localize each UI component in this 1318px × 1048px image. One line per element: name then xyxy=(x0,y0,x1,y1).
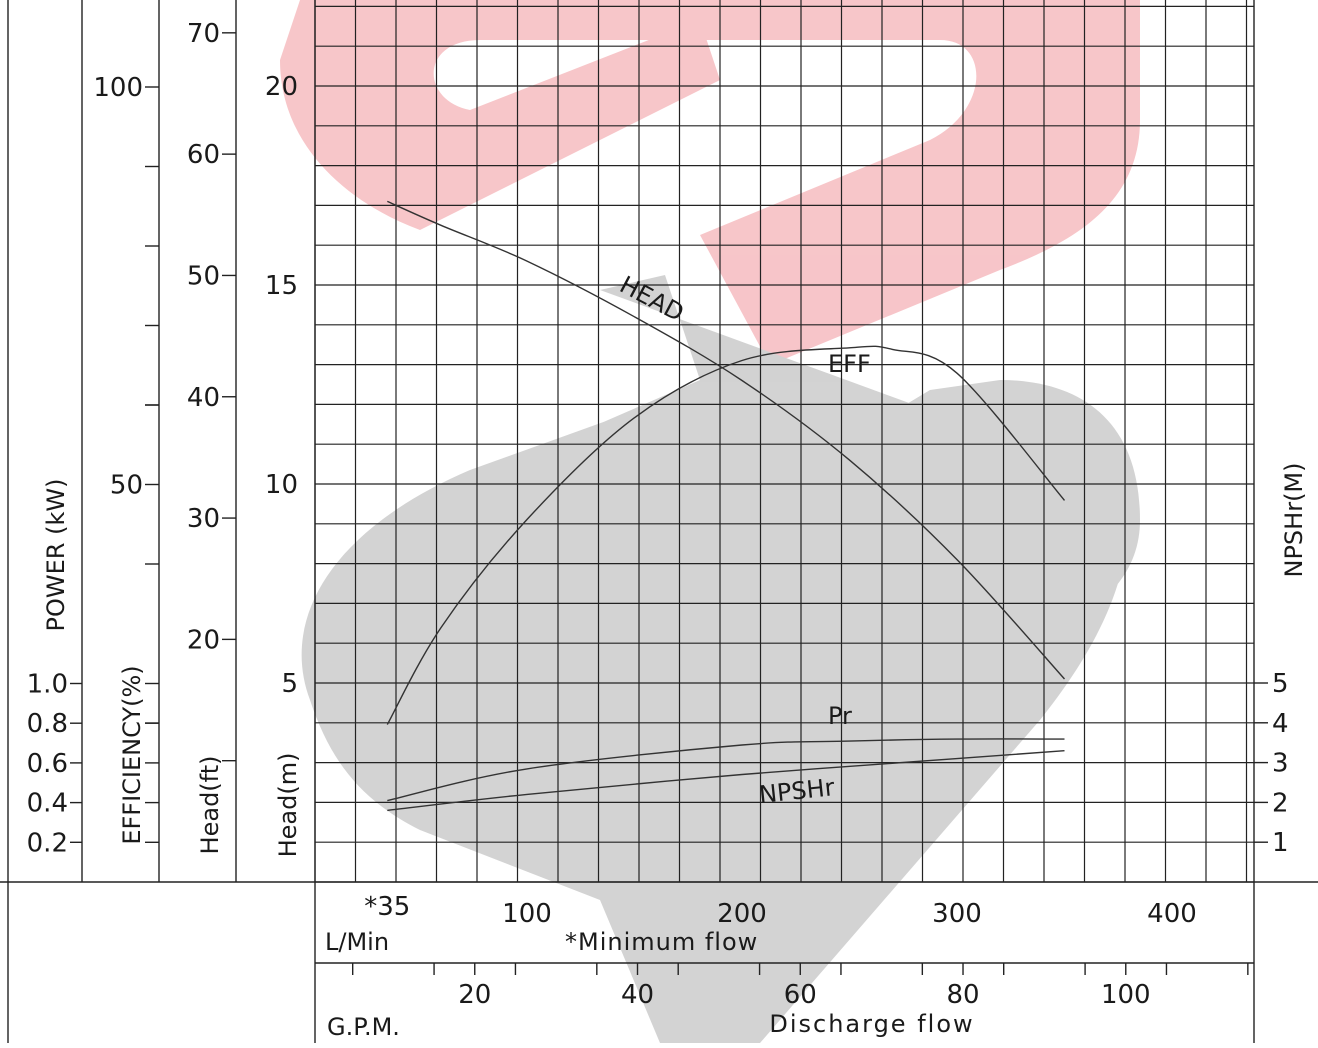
minimum-flow-note: *Minimum flow xyxy=(565,928,758,956)
npshr-tick-label: 4 xyxy=(1272,709,1289,739)
flow-gpm-tick-label: 60 xyxy=(784,980,817,1010)
chart-curves xyxy=(386,200,1066,812)
watermark-red-shape xyxy=(280,0,1140,365)
npshr-tick-label: 2 xyxy=(1272,788,1289,818)
chart-grid xyxy=(314,0,1254,883)
flow-gpm-tick-label: 40 xyxy=(621,980,654,1010)
flow-lpm-tick-label: 300 xyxy=(932,899,982,929)
power-tick-label: 1.0 xyxy=(27,670,68,700)
npshr-tick-label: 1 xyxy=(1272,828,1289,858)
efficiency-axis-title: EFFICIENCY(%) xyxy=(118,665,146,844)
head-ft-axis-title: Head(ft) xyxy=(196,756,224,855)
flow-lpm-tick-label: 100 xyxy=(502,899,552,929)
efficiency-tick-label: 50 xyxy=(110,471,143,501)
power-tick-label: 0.2 xyxy=(27,828,68,858)
flow-lpm-tick-label: 200 xyxy=(717,899,767,929)
flow-lpm-unit: L/Min xyxy=(325,928,389,956)
curve-label-eff: EFF xyxy=(828,350,871,378)
watermark-logo xyxy=(280,0,1140,1043)
curve-npshr xyxy=(387,750,1065,812)
head-ft-tick-label: 50 xyxy=(187,261,220,291)
discharge-flow-label: Discharge flow xyxy=(769,1010,974,1038)
head-m-tick-label: 20 xyxy=(265,72,298,102)
npshr-tick-label: 5 xyxy=(1272,669,1289,699)
watermark-gray-shape xyxy=(301,275,1140,1043)
curve-head xyxy=(387,200,1066,680)
power-tick-label: 0.4 xyxy=(27,789,68,819)
power-tick-label: 0.8 xyxy=(27,709,68,739)
power-axis-title: POWER (kW) xyxy=(42,479,70,632)
head-ft-tick-label: 70 xyxy=(187,19,220,49)
head-m-tick-label: 5 xyxy=(281,669,298,699)
curve-pr xyxy=(387,738,1065,802)
flow-gpm-tick-label: 100 xyxy=(1101,980,1151,1010)
curve-eff xyxy=(386,345,1066,725)
curve-label-pr: Pr xyxy=(828,702,852,730)
npshr-tick-label: 3 xyxy=(1272,749,1289,779)
head-m-axis-title: Head(m) xyxy=(274,753,302,858)
flow-gpm-unit: G.P.M. xyxy=(327,1013,400,1041)
head-m-tick-label: 15 xyxy=(265,271,298,301)
power-tick-label: 0.6 xyxy=(27,749,68,779)
npshr-axis-title: NPSHr(M) xyxy=(1280,462,1308,577)
head-ft-tick-label: 20 xyxy=(187,625,220,655)
flow-lpm-tick-label: *35 xyxy=(364,892,410,922)
flow-gpm-tick-label: 80 xyxy=(946,980,979,1010)
head-ft-tick-label: 40 xyxy=(187,383,220,413)
head-ft-tick-label: 60 xyxy=(187,140,220,170)
head-ft-tick-label: 30 xyxy=(187,504,220,534)
chart-axes: 0.2 0.4 0.6 0.8 1.0 POWER (kW) 50 100 EFFICIENCY… xyxy=(27,19,1308,1041)
flow-lpm-tick-label: 400 xyxy=(1147,899,1197,929)
flow-gpm-tick-label: 20 xyxy=(458,980,491,1010)
efficiency-tick-label: 100 xyxy=(93,73,143,103)
head-m-tick-label: 10 xyxy=(265,470,298,500)
